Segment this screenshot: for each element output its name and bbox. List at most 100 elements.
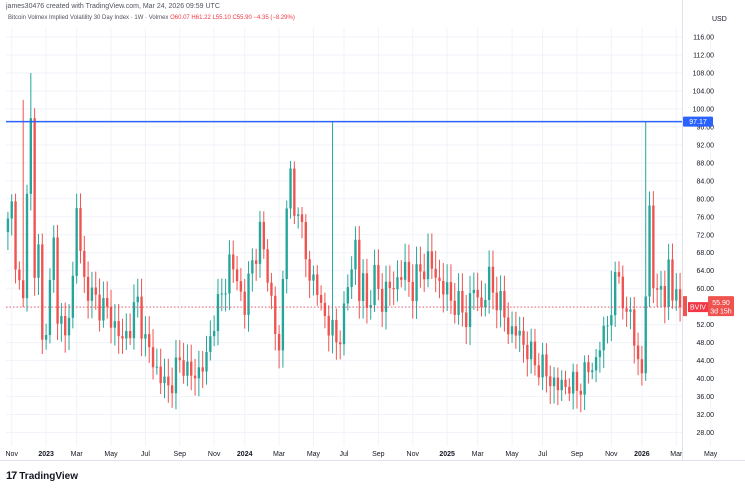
candle-body <box>465 312 468 328</box>
candle-body <box>610 315 613 326</box>
candle-body <box>125 331 128 339</box>
grid <box>6 28 712 446</box>
candle-body <box>56 237 59 324</box>
candle-body <box>197 367 201 379</box>
candle-body <box>381 288 384 312</box>
candle-body <box>109 306 113 328</box>
candle-body <box>556 377 560 391</box>
bar-countdown: 3d 15h <box>710 309 732 316</box>
candle-body <box>552 377 556 387</box>
candle-body <box>426 251 430 280</box>
candle-body <box>331 319 334 336</box>
candle-body <box>121 336 124 339</box>
candle-body <box>571 371 575 394</box>
y-tick-label: 32.00 <box>696 412 714 419</box>
candle-body <box>293 168 296 216</box>
symbol-name: Bitcoin Volmex Implied Volatility 30 Day… <box>8 15 169 21</box>
candle-body <box>170 385 174 394</box>
candle-body <box>633 309 636 346</box>
candle-body <box>323 302 327 316</box>
candle-body <box>113 321 117 328</box>
candle-body <box>617 272 621 277</box>
x-tick-label: Nov <box>6 451 19 458</box>
candle-body <box>503 291 506 318</box>
candle-body <box>671 259 674 301</box>
candle-body <box>613 272 617 316</box>
candle-body <box>568 386 571 394</box>
candle-body <box>625 308 628 312</box>
y-tick-label: 48.00 <box>696 340 714 347</box>
candle-body <box>190 361 193 376</box>
candle-body <box>132 302 136 339</box>
x-tick-label: Jul <box>538 451 547 458</box>
y-tick-label: 88.00 <box>696 160 714 167</box>
candle-body <box>67 317 71 336</box>
ohlc-values: O60.07 H61.22 L55.10 C55.90 −4.35 (−8.29… <box>170 15 295 21</box>
candle-body <box>678 289 682 308</box>
candle-body <box>648 205 651 297</box>
candle-body <box>86 276 90 301</box>
tradingview-logo-text: TradingView <box>19 470 78 482</box>
candle-body <box>22 280 25 299</box>
tradingview-logo[interactable]: 17 TradingView <box>6 470 78 482</box>
candle-body <box>327 315 330 336</box>
candle-body <box>254 260 258 264</box>
symbol-legend[interactable]: Bitcoin Volmex Implied Volatility 30 Day… <box>8 15 295 21</box>
candle-body <box>461 290 464 313</box>
candle-body <box>83 250 86 277</box>
candle-body <box>560 379 563 391</box>
candle-body <box>243 291 246 315</box>
candle-body <box>445 282 449 295</box>
hline-price-label: 97.17 <box>689 119 707 126</box>
symbol-badge-label: BVIV <box>690 305 706 312</box>
candle-body <box>335 319 338 343</box>
candle-body <box>636 345 640 360</box>
x-tick-label: May <box>307 451 321 458</box>
x-tick-label: May <box>104 451 118 458</box>
candle-body <box>277 333 281 351</box>
candle-body <box>182 360 185 376</box>
candle-body <box>453 300 456 315</box>
candle-body <box>663 286 666 308</box>
candle-body <box>377 264 380 289</box>
candle-body <box>71 275 75 318</box>
last-price-value: 55.90 <box>712 300 730 307</box>
candle-body <box>358 239 361 301</box>
candle-body <box>591 370 594 373</box>
candle-body <box>457 290 460 315</box>
price-tags: 97.17 55.90 3d 15h BVIV <box>683 116 734 317</box>
currency-label[interactable]: USD <box>712 16 727 23</box>
x-tick-label: Sep <box>571 451 584 458</box>
x-tick-label: May <box>704 451 718 458</box>
candle-body <box>296 214 300 216</box>
candle-body <box>228 254 231 294</box>
candle-body <box>140 296 143 339</box>
candle-body <box>583 362 586 395</box>
x-tick-label: Jul <box>340 451 349 458</box>
candle-body <box>102 297 105 321</box>
candle-body <box>235 269 239 282</box>
y-tick-label: 44.00 <box>696 358 714 365</box>
candle-body <box>579 390 582 395</box>
candle-body <box>193 375 197 379</box>
candle-body <box>64 315 67 336</box>
candle-body <box>514 326 518 336</box>
candle-body <box>209 336 212 352</box>
candle-body <box>216 294 220 332</box>
candle-body <box>407 261 411 282</box>
candle-body <box>44 334 48 340</box>
candle-body <box>529 341 533 360</box>
candle-body <box>251 260 254 274</box>
x-tick-label: Mar <box>472 451 485 458</box>
y-tick-label: 40.00 <box>696 376 714 383</box>
x-tick-label: Nov <box>605 451 618 458</box>
candle-body <box>144 334 147 339</box>
candle-body <box>541 354 544 378</box>
candle-body <box>98 294 101 321</box>
candle-body <box>526 344 529 360</box>
candle-body <box>270 282 273 296</box>
y-tick-label: 80.00 <box>696 196 714 203</box>
candle-body <box>659 286 663 290</box>
candle-body <box>163 376 166 384</box>
